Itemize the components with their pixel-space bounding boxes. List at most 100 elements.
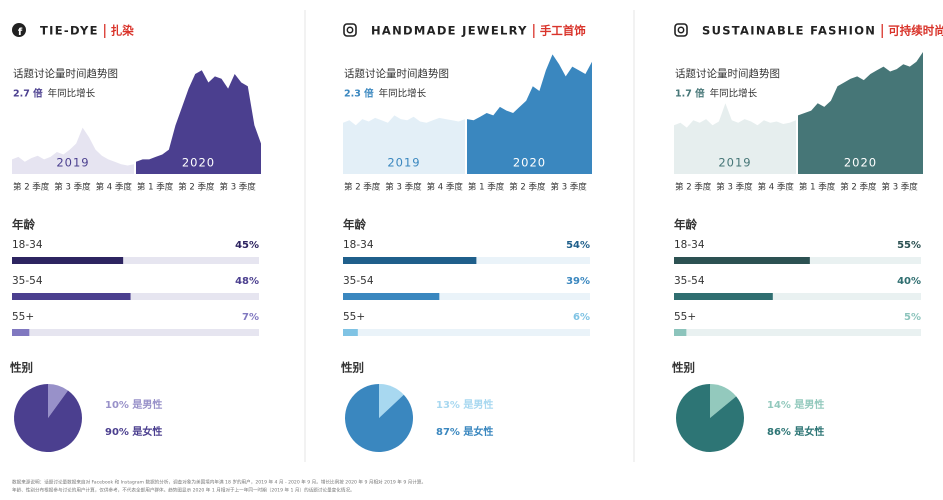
pie-slice	[48, 384, 68, 418]
bar	[343, 257, 477, 264]
x-tick-label: 第 4 季度	[96, 182, 133, 193]
year-label: 2020	[513, 156, 546, 170]
x-tick-label: 第 4 季度	[758, 182, 795, 193]
growth-value: 2.3 倍	[344, 88, 374, 100]
bar-track	[12, 257, 259, 264]
age-value: 7%	[242, 312, 259, 323]
x-tick-label: 第 4 季度	[427, 182, 464, 193]
bar-track	[12, 329, 259, 336]
gender-label: 86% 是女性	[767, 425, 824, 438]
trend-area	[798, 52, 923, 174]
age-value: 48%	[235, 276, 259, 287]
pie-slice	[379, 384, 404, 418]
x-tick-label: 第 2 季度	[509, 182, 546, 193]
x-tick-label: 第 3 季度	[551, 182, 588, 193]
facebook-icon: f	[12, 23, 26, 38]
x-tick-label: 第 2 季度	[13, 182, 50, 193]
section-title: 性别	[10, 361, 33, 375]
trend-area	[343, 115, 465, 174]
panel-title-cn: 扎染	[111, 24, 134, 38]
section-title: 年龄	[343, 218, 366, 232]
gender-label: 87% 是女性	[436, 425, 493, 438]
bar-track	[12, 293, 259, 300]
x-tick-label: 第 3 季度	[882, 182, 919, 193]
x-tick-label: 第 1 季度	[799, 182, 836, 193]
pie-slice	[14, 384, 82, 453]
age-label: 35-54	[12, 275, 43, 287]
gender-label: 10% 是男性	[105, 398, 162, 411]
panel-title-cn: 可持续时尚	[888, 24, 943, 38]
bar	[12, 329, 30, 336]
bar	[343, 293, 440, 300]
gender-label: 90% 是女性	[105, 425, 162, 438]
x-tick-label: 第 2 季度	[840, 182, 877, 193]
age-label: 18-34	[343, 239, 374, 251]
age-label: 35-54	[343, 275, 374, 287]
bar-track	[343, 293, 590, 300]
x-tick-label: 第 3 季度	[385, 182, 422, 193]
growth-label: 年同比增长	[710, 88, 758, 100]
age-value: 39%	[566, 276, 590, 287]
year-label: 2019	[387, 156, 420, 170]
bar	[12, 293, 131, 300]
instagram-icon	[674, 23, 688, 37]
svg-text:f: f	[18, 27, 23, 38]
age-value: 5%	[904, 312, 921, 323]
age-label: 18-34	[12, 239, 43, 251]
year-label: 2019	[718, 156, 751, 170]
trend-area	[12, 127, 134, 174]
growth-label: 年同比增长	[379, 88, 427, 100]
age-value: 55%	[897, 240, 921, 251]
bar	[674, 257, 810, 264]
gender-label: 14% 是男性	[767, 398, 824, 411]
panel-title: HANDMADE JEWELRY	[371, 24, 528, 38]
x-tick-label: 第 1 季度	[137, 182, 174, 193]
age-label: 18-34	[674, 239, 705, 251]
x-tick-label: 第 2 季度	[344, 182, 381, 193]
bar	[674, 293, 773, 300]
x-tick-label: 第 2 季度	[675, 182, 712, 193]
year-label: 2020	[182, 156, 215, 170]
x-tick-label: 第 3 季度	[220, 182, 257, 193]
panel-title: TIE-DYE	[40, 24, 99, 38]
trend-subtitle: 话题讨论量时间趋势图	[13, 67, 118, 80]
year-label: 2019	[56, 156, 89, 170]
age-label: 55+	[674, 311, 696, 323]
pie-slice	[710, 384, 737, 418]
bar-track	[674, 329, 921, 336]
x-tick-label: 第 3 季度	[54, 182, 91, 193]
x-tick-label: 第 2 季度	[178, 182, 215, 193]
section-title: 性别	[672, 361, 695, 375]
age-label: 55+	[12, 311, 34, 323]
age-value: 45%	[235, 240, 259, 251]
age-value: 40%	[897, 276, 921, 287]
panel-title-cn: 手工首饰	[540, 24, 586, 38]
trend-area	[136, 70, 261, 174]
trend-area	[674, 103, 796, 174]
age-label: 55+	[343, 311, 365, 323]
growth-value: 1.7 倍	[675, 88, 705, 100]
year-label: 2020	[844, 156, 877, 170]
growth-value: 2.7 倍	[13, 88, 43, 100]
instagram-icon	[343, 23, 357, 37]
bar-track	[674, 293, 921, 300]
trend-subtitle: 话题讨论量时间趋势图	[344, 67, 449, 80]
pie-slice	[676, 384, 744, 452]
growth-label: 年同比增长	[48, 88, 96, 100]
section-title: 年龄	[674, 218, 697, 232]
section-title: 年龄	[12, 218, 35, 232]
bar	[12, 257, 124, 264]
x-tick-label: 第 1 季度	[468, 182, 505, 193]
trend-area	[467, 54, 592, 174]
gender-label: 13% 是男性	[436, 398, 493, 411]
footnote: 年龄、性别分布根据参与讨论的用户计算，仅供参考，不代表全部用户群体。趋势图显示 …	[12, 487, 355, 494]
x-tick-label: 第 3 季度	[716, 182, 753, 193]
panel-title: SUSTAINABLE FASHION	[702, 24, 876, 38]
pie-slice	[345, 384, 414, 453]
trend-subtitle: 话题讨论量时间趋势图	[675, 67, 780, 80]
age-value: 54%	[566, 240, 590, 251]
section-title: 性别	[341, 361, 364, 375]
age-label: 35-54	[674, 275, 705, 287]
bar	[343, 329, 358, 336]
